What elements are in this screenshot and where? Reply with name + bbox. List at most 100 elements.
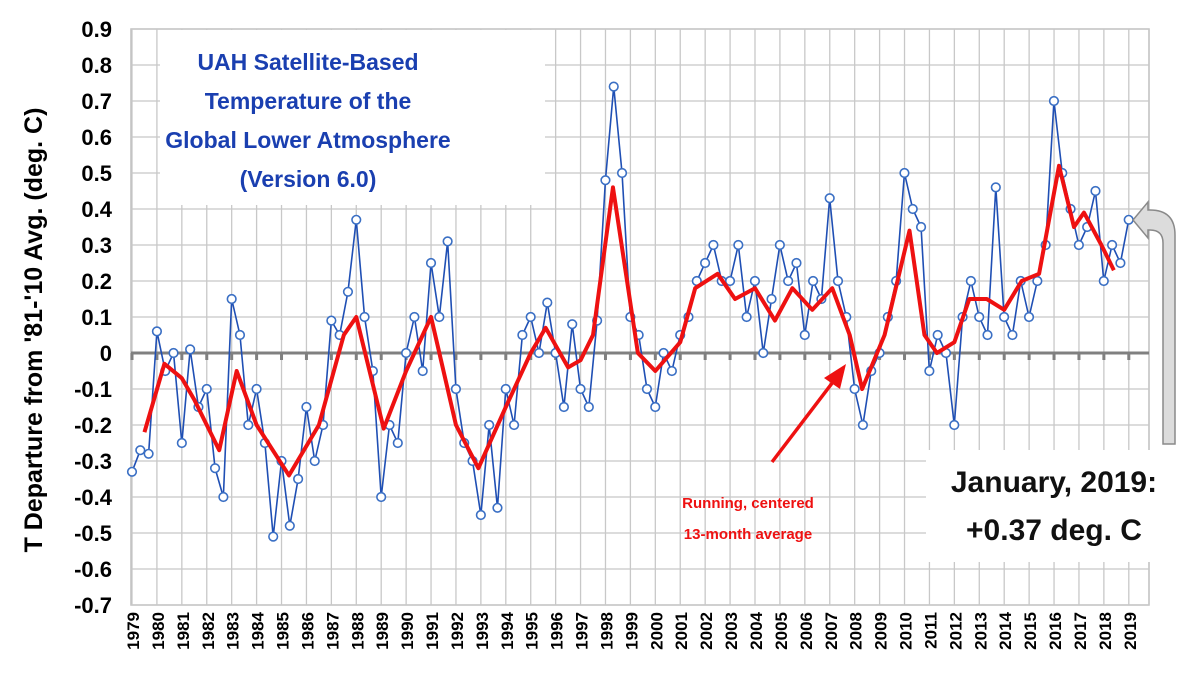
monthly-point: [932, 329, 943, 341]
average-label-line-2: 13-month average: [684, 526, 812, 543]
red-arrow-icon: [770, 364, 846, 464]
monthly-point: [1032, 275, 1043, 287]
x-tick-label: 2018: [1096, 612, 1115, 650]
monthly-point: [484, 419, 495, 431]
monthly-point: [251, 383, 262, 395]
x-tick-label: 1984: [249, 611, 268, 649]
monthly-point: [1115, 257, 1126, 269]
x-tick-label: 1985: [274, 612, 293, 650]
x-tick-label: 2016: [1046, 612, 1065, 650]
x-tick-label: 1995: [523, 612, 542, 650]
y-tick-label: -0.2: [74, 413, 112, 438]
monthly-point: [209, 463, 221, 474]
y-tick-label: 0.5: [81, 161, 112, 186]
monthly-point: [201, 383, 212, 395]
monthly-point: [965, 275, 976, 287]
monthly-point: [409, 311, 420, 323]
monthly-point: [733, 239, 744, 251]
monthly-point: [832, 275, 844, 287]
monthly-point: [807, 275, 819, 287]
monthly-point: [542, 297, 553, 308]
y-tick-label: 0.8: [81, 53, 112, 78]
average-annotation: Running, centered 13-month average: [682, 495, 814, 543]
monthly-point: [1123, 214, 1134, 225]
monthly-point: [990, 182, 1001, 193]
monthly-point: [1098, 275, 1109, 287]
x-tick-label: 2012: [946, 612, 965, 650]
x-tick-label: 1991: [423, 612, 442, 650]
monthly-point: [583, 401, 594, 413]
monthly-point: [126, 466, 138, 477]
x-tick-label: 2009: [872, 612, 891, 650]
monthly-point: [243, 419, 254, 431]
x-tick-label: 1992: [448, 612, 467, 650]
title-background: [160, 30, 545, 205]
monthly-point: [392, 437, 403, 449]
monthly-point: [143, 448, 154, 459]
monthly-point: [600, 175, 611, 186]
monthly-point: [517, 329, 528, 341]
y-tick-label: 0.1: [81, 305, 112, 330]
monthly-point: [1090, 185, 1101, 197]
x-tick-label: 2001: [672, 612, 691, 650]
x-tick-label: 1987: [323, 612, 342, 650]
monthly-point: [475, 509, 486, 521]
monthly-point: [575, 383, 586, 395]
x-tick-label: 2000: [647, 612, 666, 650]
title-line-3: Global Lower Atmosphere: [165, 127, 450, 153]
monthly-point: [284, 520, 295, 531]
average-line: [142, 163, 1116, 478]
x-tick-label: 1989: [373, 612, 392, 650]
monthly-point: [708, 239, 719, 251]
monthly-point: [824, 193, 835, 204]
monthly-point: [450, 383, 462, 395]
x-tick-label: 2019: [1121, 612, 1140, 650]
monthly-point: [774, 239, 785, 251]
monthly-point: [359, 311, 370, 323]
monthly-point: [508, 419, 520, 431]
monthly-point: [1073, 239, 1084, 251]
y-tick-label: 0.4: [81, 197, 112, 222]
monthly-point: [558, 401, 570, 413]
monthly-point: [974, 311, 985, 323]
monthly-point: [724, 275, 736, 287]
monthly-point: [791, 257, 802, 269]
x-tick-label: 1982: [199, 612, 218, 650]
monthly-point: [915, 221, 927, 233]
monthly-point: [533, 347, 545, 359]
monthly-point: [168, 347, 179, 359]
y-tick-label: 0: [100, 341, 112, 366]
title-line-4: (Version 6.0): [240, 166, 377, 192]
x-tick-label: 2013: [971, 612, 990, 650]
monthly-point: [608, 81, 619, 92]
x-tick-label: 1980: [149, 612, 168, 650]
monthly-point: [176, 437, 187, 449]
monthly-point: [218, 491, 229, 503]
chart-title: UAH Satellite-Based Temperature of the G…: [165, 49, 450, 192]
monthly-point: [658, 347, 669, 359]
monthly-point: [293, 473, 304, 485]
title-line-1: UAH Satellite-Based: [197, 49, 418, 75]
monthly-point: [500, 383, 511, 395]
monthly-point: [999, 311, 1010, 323]
x-tick-label: 2003: [722, 612, 741, 650]
monthly-point: [700, 257, 711, 269]
monthly-point: [342, 286, 354, 297]
monthly-point: [741, 311, 752, 323]
y-tick-label: -0.5: [74, 521, 112, 546]
monthly-point: [924, 365, 935, 377]
x-tick-label: 1997: [573, 612, 592, 650]
x-tick-label: 1998: [597, 612, 616, 650]
x-tick-label: 1981: [174, 612, 193, 650]
monthly-point: [567, 319, 578, 330]
average-series: [142, 163, 1116, 478]
latest-label-line-1: January, 2019:: [951, 466, 1157, 499]
y-tick-label: -0.3: [74, 449, 112, 474]
x-axis-ticks: 1979 1980 1981 1982 1983 1984 1985 1986 1987 1988…: [124, 611, 1140, 649]
monthly-point: [326, 315, 337, 326]
monthly-point: [799, 329, 810, 341]
monthly-point: [758, 347, 769, 359]
x-tick-label: 1979: [124, 612, 143, 650]
monthly-point: [492, 502, 503, 513]
monthly-point: [442, 236, 453, 247]
